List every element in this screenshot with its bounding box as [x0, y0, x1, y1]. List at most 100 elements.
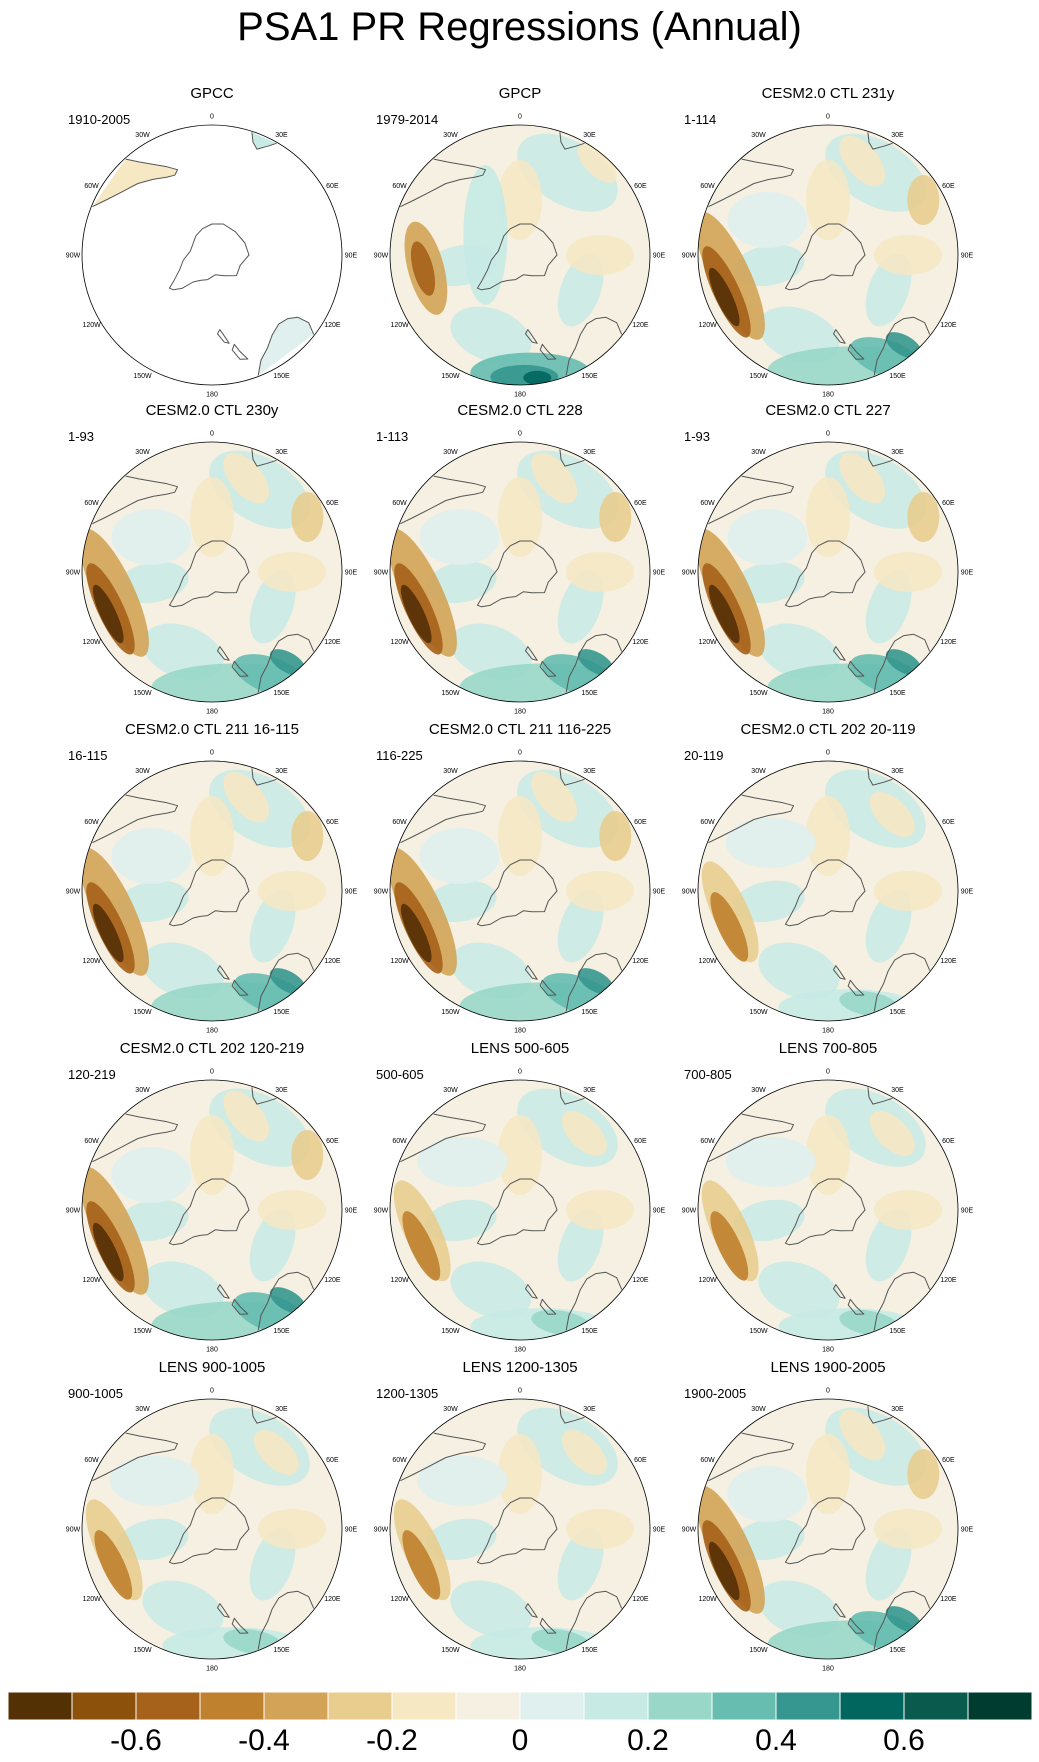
longitude-label: 120E: [632, 322, 649, 329]
contour-region: [425, 1199, 497, 1242]
colorbar-swatch: [647, 1691, 713, 1721]
longitude-label: 180: [206, 392, 218, 399]
colorbar-swatch: [711, 1691, 777, 1721]
longitude-label: 30E: [275, 132, 288, 139]
australia-coastline: [873, 316, 931, 376]
longitude-label: 150W: [133, 1647, 152, 1654]
longitude-label: 120E: [940, 1277, 957, 1284]
longitude-label: 30W: [751, 132, 766, 139]
longitude-label: 90W: [682, 253, 697, 260]
longitude-label: 120W: [390, 322, 409, 329]
longitude-label: 150E: [889, 1328, 906, 1335]
contour-region: [498, 160, 542, 240]
antarctica-coastline: [168, 859, 250, 927]
longitude-label: 120W: [82, 1277, 101, 1284]
new-zealand-coastline: [525, 1284, 538, 1299]
new-zealand-coastline: [231, 343, 249, 360]
map-boundary: [389, 760, 651, 1022]
contour-region: [111, 1147, 192, 1203]
new-zealand-coastline: [231, 1617, 249, 1634]
longitude-label: 90W: [66, 1527, 81, 1534]
south-america-coastline: [400, 1113, 486, 1163]
antarctica-coastline: [168, 540, 250, 608]
longitude-label: 90E: [345, 570, 358, 577]
longitude-label: 0: [826, 1388, 830, 1395]
longitude-label: 150E: [581, 1328, 598, 1335]
contour-region: [599, 811, 632, 861]
contour-region: [410, 241, 436, 296]
contour-region: [269, 1287, 306, 1314]
longitude-label: 0: [210, 431, 214, 438]
colorbar-tick-label: -0.6: [110, 1724, 162, 1757]
longitude-label: 120E: [324, 1596, 341, 1603]
panel-title: LENS 1200-1305: [462, 1359, 578, 1376]
longitude-label: 120W: [698, 1277, 717, 1284]
longitude-label: 90W: [66, 1208, 81, 1215]
longitude-label: 60E: [634, 819, 647, 826]
longitude-label: 60W: [392, 500, 407, 507]
longitude-label: 60E: [634, 183, 647, 190]
new-zealand-coastline: [231, 979, 249, 996]
contour-region: [566, 552, 634, 592]
map-panel: CESM2.0 CTL 211 116-225 116-225 0 30E 60E 9…: [370, 721, 670, 1035]
new-zealand-coastline: [847, 979, 865, 996]
longitude-label: 120E: [324, 958, 341, 965]
polar-map: 0 30E 60E 90E 120E 150E 180 150W 120W 90W 60W 30W: [682, 114, 974, 399]
contour-region: [291, 1130, 324, 1180]
longitude-label: 150E: [273, 1009, 290, 1016]
longitude-label: 150E: [581, 373, 598, 380]
contour-region: [402, 1211, 441, 1281]
map-boundary: [389, 124, 651, 386]
longitude-label: 30E: [583, 768, 596, 775]
south-america-coastline: [92, 475, 178, 525]
south-america-coastline: [708, 1113, 794, 1163]
longitude-label: 180: [822, 1666, 834, 1673]
longitude-label: 120W: [82, 958, 101, 965]
polar-map: 0 30E 60E 90E 120E 150E 180 150W 120W 90W 60W 30W: [374, 114, 666, 399]
contour-region: [419, 828, 500, 884]
contour-region: [450, 306, 532, 364]
longitude-label: 90E: [653, 253, 666, 260]
longitude-label: 0: [518, 1069, 522, 1076]
longitude-label: 150E: [581, 1647, 598, 1654]
panel-period: 1-114: [684, 112, 717, 127]
longitude-label: 90E: [961, 1527, 974, 1534]
africa-coastline: [559, 449, 585, 467]
longitude-label: 150E: [273, 373, 290, 380]
colorbar-tick-label: 0: [511, 1724, 529, 1757]
panel-title: CESM2.0 CTL 202 20-119: [740, 721, 916, 738]
africa-coastline: [559, 1087, 585, 1105]
colorbar-tick-label: 0.4: [755, 1724, 797, 1757]
longitude-label: 150W: [441, 1009, 460, 1016]
contour-region: [727, 1466, 808, 1522]
longitude-label: 60E: [326, 1457, 339, 1464]
south-america-coastline: [400, 794, 486, 844]
longitude-label: 90W: [66, 253, 81, 260]
longitude-label: 60E: [942, 1138, 955, 1145]
colorbar-labels: -0.6 -0.4 -0.2 0 0.2 0.4 0.6: [8, 1724, 1032, 1760]
polar-map: 0 30E 60E 90E 120E 150E 180 150W 120W 90W 60W 30W: [66, 1388, 358, 1673]
contour-region: [400, 903, 432, 963]
polar-map: 0 30E 60E 90E 120E 150E 180 150W 120W 90W 60W 30W: [682, 1388, 974, 1673]
africa-coastline: [867, 449, 893, 467]
antarctica-coastline: [784, 1497, 866, 1565]
polar-map: 0 30E 60E 90E 120E 150E 180 150W 120W 90W 60W 30W: [374, 1069, 666, 1354]
panel-period: 500-605: [376, 1067, 424, 1082]
longitude-label: 120E: [632, 639, 649, 646]
africa-coastline: [251, 1087, 277, 1105]
colorbar-swatch: [583, 1691, 649, 1721]
panel-period: 1910-2005: [68, 112, 131, 127]
longitude-label: 180: [822, 1347, 834, 1354]
contour-region: [708, 267, 740, 327]
contour-region: [463, 165, 508, 305]
longitude-label: 90E: [653, 1208, 666, 1215]
south-america-coastline: [400, 475, 486, 525]
australia-coastline: [257, 633, 315, 693]
map-panel: LENS 900-1005 900-1005 0 30E 60E 90E 120E 150…: [62, 1359, 362, 1673]
colorbar-tick-label: 0.2: [627, 1724, 669, 1757]
contour-region: [111, 828, 192, 884]
contour-region: [566, 871, 634, 911]
contour-region: [869, 1110, 915, 1156]
longitude-label: 30E: [583, 1406, 596, 1413]
map-boundary: [389, 1079, 651, 1341]
